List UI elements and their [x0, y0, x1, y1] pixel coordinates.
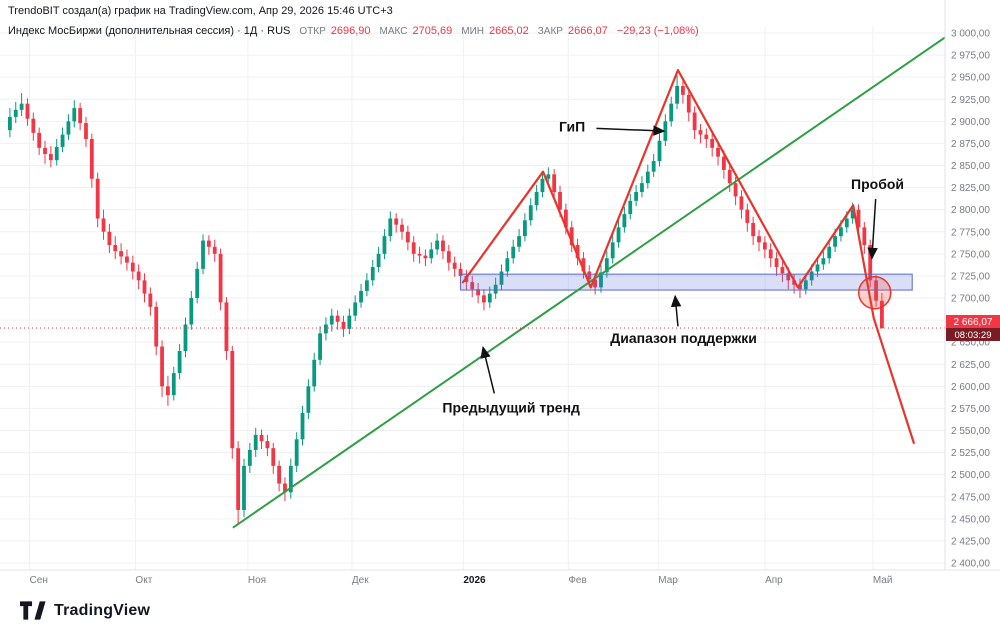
annotation-arrow — [867, 199, 878, 260]
svg-text:2 666,07: 2 666,07 — [954, 317, 993, 328]
y-axis-label[interactable]: 2 825,00 — [951, 183, 990, 194]
tradingview-wordmark[interactable]: TradingView — [54, 602, 151, 619]
x-axis-label[interactable]: Сен — [30, 575, 48, 586]
bar-countdown-tag — [946, 327, 1000, 341]
last-price-tag — [946, 314, 1000, 328]
annotation-arrow — [596, 125, 666, 136]
y-axis-label[interactable]: 2 500,00 — [951, 470, 990, 481]
annotation-text: Предыдущий тренд — [442, 400, 580, 416]
support-zone — [460, 273, 913, 291]
y-axis-label[interactable]: 2 700,00 — [951, 294, 990, 305]
high-value: 2705,69 — [412, 25, 453, 37]
annotation-text: ГиП — [559, 119, 585, 135]
drawings-layer — [0, 36, 946, 529]
annotation-arrow — [670, 294, 682, 327]
low-label: МИН — [461, 26, 484, 37]
attribution-text: TrendoBIT создал(а) график на TradingVie… — [8, 5, 393, 17]
open-value: 2696,90 — [330, 25, 371, 37]
low-value: 2665,02 — [488, 25, 529, 37]
x-axis-label[interactable]: 2026 — [463, 575, 486, 586]
y-axis-label[interactable]: 2 400,00 — [951, 559, 990, 570]
annotation-text: Пробой — [851, 176, 904, 192]
high-label: МАКС — [379, 26, 408, 37]
tradingview-footer: TradingView — [0, 595, 1000, 627]
breakout-circle — [857, 275, 892, 310]
y-axis-label[interactable]: 2 550,00 — [951, 426, 990, 437]
price-chart-canvas[interactable]: 2 400,00 2 425,00 2 450,00 2 475,00 2 500,00… — [0, 0, 1000, 595]
head-and-shoulders-line — [461, 68, 916, 445]
y-axis-label[interactable]: 2 650,00 — [951, 338, 990, 349]
x-axis-label[interactable]: Мар — [658, 575, 678, 586]
change-value: −29,23 (−1,08%) — [616, 25, 699, 37]
candles-layer — [8, 75, 884, 526]
y-axis-label[interactable]: 2 950,00 — [951, 73, 990, 84]
y-axis-label[interactable]: 2 875,00 — [951, 139, 990, 150]
x-axis-label[interactable]: Май — [873, 575, 893, 586]
y-axis-label[interactable]: 2 475,00 — [951, 492, 990, 503]
grid-layer — [0, 26, 945, 570]
x-axis-label[interactable]: Дек — [352, 575, 369, 586]
annotations-layer: ГиП Пробой Диапазон поддержки Предыдущий тр… — [442, 119, 904, 416]
annotation-text: Диапазон поддержки — [610, 330, 757, 346]
open-label: ОТКР — [299, 26, 326, 37]
tradingview-logo-icon[interactable] — [20, 601, 47, 621]
y-axis-label[interactable]: 2 725,00 — [951, 271, 990, 282]
y-axis-label[interactable]: 2 775,00 — [951, 227, 990, 238]
y-axis-label[interactable]: 2 625,00 — [951, 360, 990, 371]
y-axis-label[interactable]: 2 525,00 — [951, 448, 990, 459]
symbol-info-bar[interactable]: Индекс МосБиржи (дополнительная сессия) … — [8, 25, 699, 37]
close-value: 2666,07 — [567, 25, 608, 37]
y-axis-label[interactable]: 2 425,00 — [951, 536, 990, 547]
x-axis-label[interactable]: Апр — [765, 575, 783, 586]
x-axis-label[interactable]: Окт — [135, 575, 152, 586]
y-axis-label[interactable]: 2 925,00 — [951, 95, 990, 106]
y-axis-label[interactable]: 2 600,00 — [951, 382, 990, 393]
y-axis-label[interactable]: 2 450,00 — [951, 514, 990, 525]
x-axis-label[interactable]: Фев — [568, 575, 586, 586]
y-axis-label[interactable]: 3 000,00 — [951, 29, 990, 40]
symbol-title[interactable]: Индекс МосБиржи (дополнительная сессия) … — [8, 25, 291, 37]
y-axis-label[interactable]: 2 975,00 — [951, 51, 990, 62]
y-axis-label[interactable]: 2 800,00 — [951, 205, 990, 216]
x-axis-label[interactable]: Ноя — [248, 575, 266, 586]
y-axis-label[interactable]: 2 750,00 — [951, 249, 990, 260]
y-axis-label[interactable]: 2 850,00 — [951, 161, 990, 172]
axes-layer: 2 400,00 2 425,00 2 450,00 2 475,00 2 500,00… — [0, 0, 1000, 586]
y-axis-label[interactable]: 2 575,00 — [951, 404, 990, 415]
y-axis-label[interactable]: 2 900,00 — [951, 117, 990, 128]
close-label: ЗАКР — [537, 26, 563, 37]
annotation-arrow — [480, 346, 496, 394]
svg-text:08:03:29: 08:03:29 — [955, 330, 992, 341]
